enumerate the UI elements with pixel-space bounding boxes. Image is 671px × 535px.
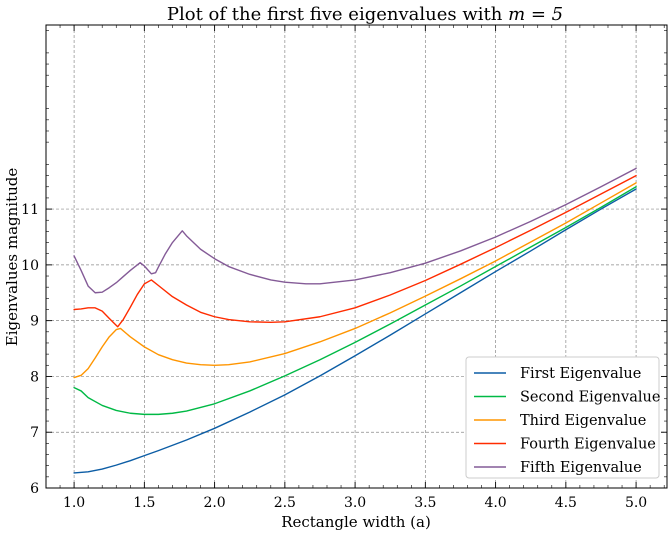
- series-line-3: [73, 182, 637, 379]
- y-axis-label: Eigenvalues magnitude: [3, 168, 21, 347]
- x-tick-label: 1.5: [133, 495, 155, 511]
- chart-title: Plot of the first five eigenvalues with …: [167, 4, 563, 25]
- legend-entry: Second Eigenvalue: [520, 390, 660, 406]
- x-axis-label: Rectangle width (a): [281, 513, 431, 531]
- y-tick-label: 10: [21, 258, 39, 274]
- y-tick-label: 11: [21, 202, 39, 218]
- y-tick-label: 9: [30, 314, 39, 330]
- series-line-5: [73, 167, 637, 294]
- plot-frame: [45, 24, 668, 489]
- legend-entry: First Eigenvalue: [520, 366, 641, 382]
- legend-entry: Third Eigenvalue: [520, 413, 646, 429]
- legend-entry: Fourth Eigenvalue: [520, 437, 656, 453]
- legend-entry: Fifth Eigenvalue: [520, 460, 642, 476]
- chart-title-math: m = 5: [508, 4, 563, 25]
- series-line-2: [73, 186, 637, 416]
- x-tick-label: 1.0: [63, 495, 85, 511]
- y-tick-label: 7: [30, 425, 39, 441]
- axis-ticks: 1.0 1.5 2.0 2.5 3.0 3.5 4.0 4.5 5.0 6 7 8 9 10 11: [21, 25, 667, 511]
- x-tick-label: 4.0: [484, 495, 506, 511]
- x-tick-label: 2.0: [203, 495, 225, 511]
- plot-lines: [73, 167, 637, 474]
- x-tick-label: 3.5: [414, 495, 436, 511]
- legend: First Eigenvalue Second Eigenvalue Third E…: [465, 356, 660, 479]
- x-tick-label: 2.5: [274, 495, 296, 511]
- chart-title-text: Plot of the first five eigenvalues with: [167, 4, 508, 25]
- series-line-1: [73, 188, 637, 474]
- y-tick-label: 8: [30, 369, 39, 385]
- x-tick-label: 5.0: [625, 495, 647, 511]
- x-tick-label: 4.5: [555, 495, 577, 511]
- x-tick-label: 3.0: [344, 495, 366, 511]
- series-line-4: [73, 174, 637, 328]
- legend-box: [465, 356, 660, 479]
- y-tick-label: 6: [30, 481, 39, 497]
